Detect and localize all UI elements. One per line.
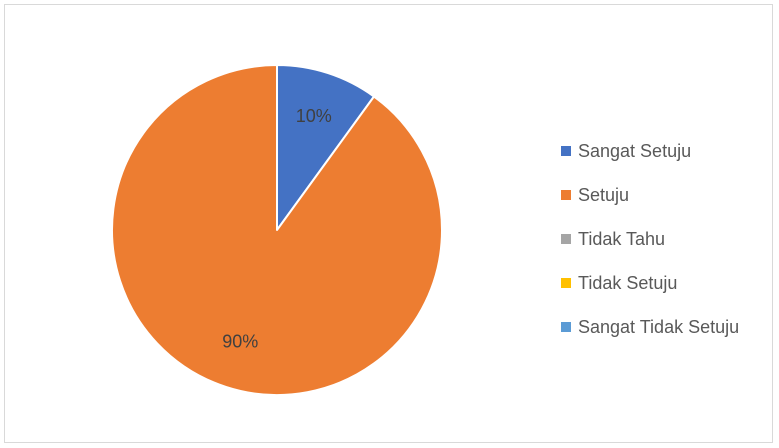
pie-slice-setuju	[111, 64, 443, 396]
pie-chart: 10% 90%	[111, 64, 443, 396]
legend-swatch	[561, 322, 571, 332]
chart-area: 10% 90% Sangat Setuju Setuju Tidak Tahu T…	[4, 4, 773, 443]
legend-label: Setuju	[578, 184, 630, 205]
legend-item-tidak-setuju: Tidak Setuju	[561, 261, 739, 305]
legend-label: Sangat Tidak Setuju	[578, 316, 740, 337]
legend: Sangat Setuju Setuju Tidak Tahu Tidak Se…	[561, 129, 739, 349]
pie-slice-sangat-setuju	[276, 64, 375, 231]
data-label-setuju: 90%	[222, 332, 258, 352]
legend-label: Sangat Setuju	[578, 140, 692, 161]
legend-swatch	[561, 146, 571, 156]
legend-swatch	[561, 278, 571, 288]
legend-swatch	[561, 234, 571, 244]
data-label-sangat-setuju: 10%	[296, 106, 332, 126]
legend-label: Tidak Setuju	[578, 272, 678, 293]
legend-swatch	[561, 190, 571, 200]
legend-item-sangat-setuju: Sangat Setuju	[561, 129, 739, 173]
legend-item-tidak-tahu: Tidak Tahu	[561, 217, 739, 261]
legend-item-setuju: Setuju	[561, 173, 739, 217]
legend-label: Tidak Tahu	[578, 228, 666, 249]
legend-item-sangat-tidak-setuju: Sangat Tidak Setuju	[561, 305, 739, 349]
